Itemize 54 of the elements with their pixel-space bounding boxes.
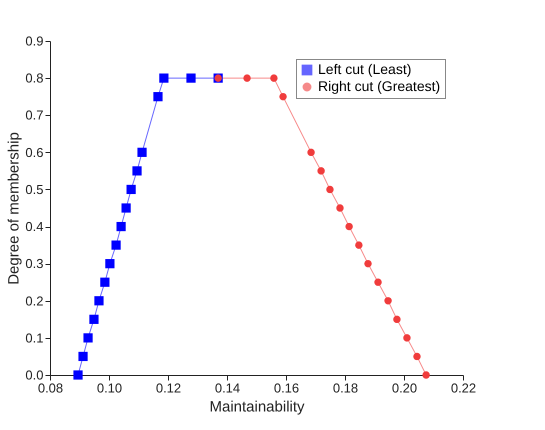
point <box>153 92 163 102</box>
point <box>326 186 334 194</box>
y-tick-label: 0.2 <box>25 293 44 308</box>
point <box>384 297 392 304</box>
point <box>355 241 363 249</box>
x-tick-label: 0.22 <box>450 380 476 396</box>
point <box>132 166 142 176</box>
x-tick-label: 0.12 <box>156 380 182 396</box>
point <box>403 334 411 342</box>
x-tick-label: 0.18 <box>332 380 358 396</box>
point <box>83 333 93 342</box>
point <box>374 278 382 286</box>
point <box>317 167 325 175</box>
point <box>122 203 131 213</box>
point <box>243 74 251 82</box>
y-tick-label: 0.9 <box>25 34 44 48</box>
y-tick-label: 0.0 <box>25 368 44 382</box>
x-tick-label: 0.14 <box>214 380 240 396</box>
point <box>126 184 136 194</box>
point <box>422 371 430 379</box>
point <box>186 74 196 83</box>
point <box>105 259 114 268</box>
point <box>345 222 353 230</box>
x-tick-label: 0.20 <box>392 380 418 396</box>
x-axis-title: Maintainability <box>209 398 306 416</box>
y-tick-label: 0.8 <box>25 70 44 86</box>
point <box>78 352 88 362</box>
point <box>364 260 372 268</box>
point <box>94 296 104 306</box>
y-tick-label: 0.1 <box>25 330 44 346</box>
point <box>73 370 83 380</box>
y-axis-title: Degree of membership <box>5 132 22 285</box>
point <box>336 204 344 212</box>
point <box>137 148 147 157</box>
point <box>270 74 278 82</box>
x-tick-label: 0.08 <box>38 380 64 396</box>
y-tick-label: 0.5 <box>25 182 44 197</box>
point <box>89 314 99 324</box>
y-tick-label: 0.7 <box>25 108 44 123</box>
x-tick-label: 0.16 <box>274 380 300 396</box>
y-tick-label: 0.6 <box>25 144 44 160</box>
y-tick-label: 0.3 <box>25 256 44 272</box>
legend-label: Right cut (Greatest) <box>318 78 440 94</box>
point <box>100 278 110 287</box>
legend-label: Left cut (Least) <box>318 61 412 77</box>
point <box>159 74 168 83</box>
point <box>116 222 126 232</box>
point <box>413 352 421 360</box>
point <box>307 148 315 156</box>
point <box>279 92 287 100</box>
point <box>393 316 401 324</box>
y-tick-label: 0.4 <box>25 219 44 234</box>
point <box>111 240 121 250</box>
x-tick-label: 0.10 <box>96 380 122 396</box>
